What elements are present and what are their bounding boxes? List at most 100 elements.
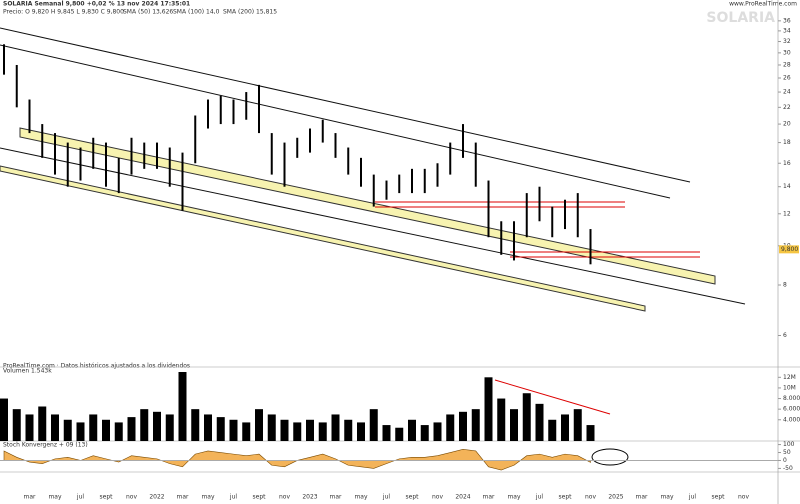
x-tick-label: jul: [382, 494, 390, 501]
x-tick-label: sept: [559, 494, 573, 501]
volume-bar: [548, 419, 557, 441]
x-tick-label: nov: [126, 494, 137, 501]
volume-bar: [102, 419, 110, 441]
volume-bar: [293, 422, 302, 441]
x-tick-label: jul: [688, 494, 696, 501]
volume-bar: [216, 417, 225, 441]
volume-bar: [382, 425, 391, 441]
volume-bar: [127, 417, 136, 441]
x-tick-label: jul: [229, 494, 237, 501]
volume-bar: [191, 409, 200, 441]
x-tick-label: nov: [585, 494, 596, 501]
channel-band: [19, 127, 716, 285]
trend-line: [0, 44, 671, 199]
y-tick-label: 16: [783, 160, 791, 167]
volume-bar: [433, 422, 442, 441]
volume-bar: [255, 409, 263, 441]
volume-bar: [471, 409, 480, 441]
volume-bar: [178, 372, 187, 441]
x-tick-label: jul: [535, 494, 543, 501]
y-tick-label: 28: [783, 61, 791, 68]
volume-bar: [140, 409, 149, 441]
highlight: [591, 448, 629, 466]
x-tick-label: may: [660, 494, 674, 501]
trend-line: [494, 379, 611, 415]
y-tick-label: 18: [783, 139, 791, 146]
x-tick-label: nov: [279, 494, 290, 501]
volume-bar: [306, 419, 314, 441]
x-tick-label: may: [201, 494, 215, 501]
y-tick-label: 30: [783, 49, 791, 56]
last-price-box: [779, 245, 799, 254]
x-tick-label: 2022: [149, 494, 164, 501]
volume-bar: [573, 409, 582, 441]
volume-bar: [344, 419, 353, 441]
x-tick-label: sept: [100, 494, 114, 501]
panel-title: Stoch Konvergenz + 09 (13): [3, 442, 88, 449]
x-tick-label: nov: [738, 494, 749, 501]
volume-bar: [242, 422, 251, 441]
volume-bar: [229, 419, 238, 441]
x-tick-label: mar: [177, 494, 190, 501]
volume-bar: [12, 409, 21, 441]
x-tick-label: 2025: [608, 494, 623, 501]
x-tick-label: sept: [406, 494, 420, 501]
volume-bar: [165, 414, 174, 441]
panel-title: Volumen 1.543k: [3, 368, 52, 375]
y-tick-label: -50: [783, 465, 793, 472]
volume-bar: [561, 414, 569, 441]
y-tick-label: 8.000k: [783, 395, 800, 402]
volume-bar: [76, 422, 85, 441]
y-tick-label: 10M: [783, 384, 796, 391]
x-tick-label: mar: [636, 494, 649, 501]
trend-line: [0, 147, 746, 305]
volume-bar: [446, 414, 455, 441]
last-price-label: 9,800: [781, 246, 798, 253]
y-tick-label: 6.000k: [783, 406, 800, 413]
y-tick-label: 6: [783, 332, 787, 339]
channel-band: [0, 165, 646, 312]
volume-bar: [0, 398, 8, 441]
volume-bar: [497, 398, 506, 441]
oscillator-area: [3, 449, 591, 471]
source: www.ProRealTime.com: [729, 1, 797, 8]
volume-bar: [535, 403, 544, 441]
chart-title: SOLARIA Semanal 9,800 +0,02 % 13 nov 202…: [3, 1, 190, 8]
y-tick-label: 24: [783, 89, 791, 96]
x-tick-label: may: [354, 494, 368, 501]
volume-bar: [153, 411, 161, 441]
x-tick-label: mar: [483, 494, 496, 501]
note: ProRealTime.com · Datos históricos ajust…: [3, 363, 190, 370]
y-tick-label: 22: [783, 104, 791, 111]
y-tick-label: 8: [783, 281, 787, 288]
volume-bar: [369, 409, 378, 441]
y-tick-label: 26: [783, 74, 791, 81]
x-tick-label: mar: [330, 494, 343, 501]
volume-bar: [408, 419, 416, 441]
volume-bar: [280, 419, 289, 441]
legend-entry: SMA (100) 14,0: [173, 9, 220, 16]
legend-entry: Precio: O 9,820 H 9,845 L 9,830 C 9,800: [3, 9, 124, 16]
trend-line: [0, 27, 691, 183]
y-tick-label: 12: [783, 210, 791, 217]
x-tick-label: may: [507, 494, 521, 501]
volume-bar: [586, 425, 595, 441]
volume-bar: [318, 422, 327, 441]
volume-bar: [420, 425, 429, 441]
volume-bar: [522, 393, 531, 441]
watermark: SOLARIA: [706, 10, 775, 26]
volume-bar: [395, 427, 404, 441]
y-tick-label: 0: [783, 457, 787, 464]
y-tick-label: 32: [783, 38, 791, 45]
channels: [0, 27, 746, 466]
legend-entry: SMA (200) 15,815: [223, 9, 277, 16]
x-tick-label: may: [48, 494, 62, 501]
y-tick-label: 34: [783, 27, 791, 34]
x-tick-label: 2023: [302, 494, 317, 501]
volume-bar: [89, 414, 98, 441]
y-tick-label: 36: [783, 17, 791, 24]
y-tick-label: 12M: [783, 374, 796, 381]
volume-bar: [484, 377, 493, 441]
volume-bar: [357, 422, 365, 441]
